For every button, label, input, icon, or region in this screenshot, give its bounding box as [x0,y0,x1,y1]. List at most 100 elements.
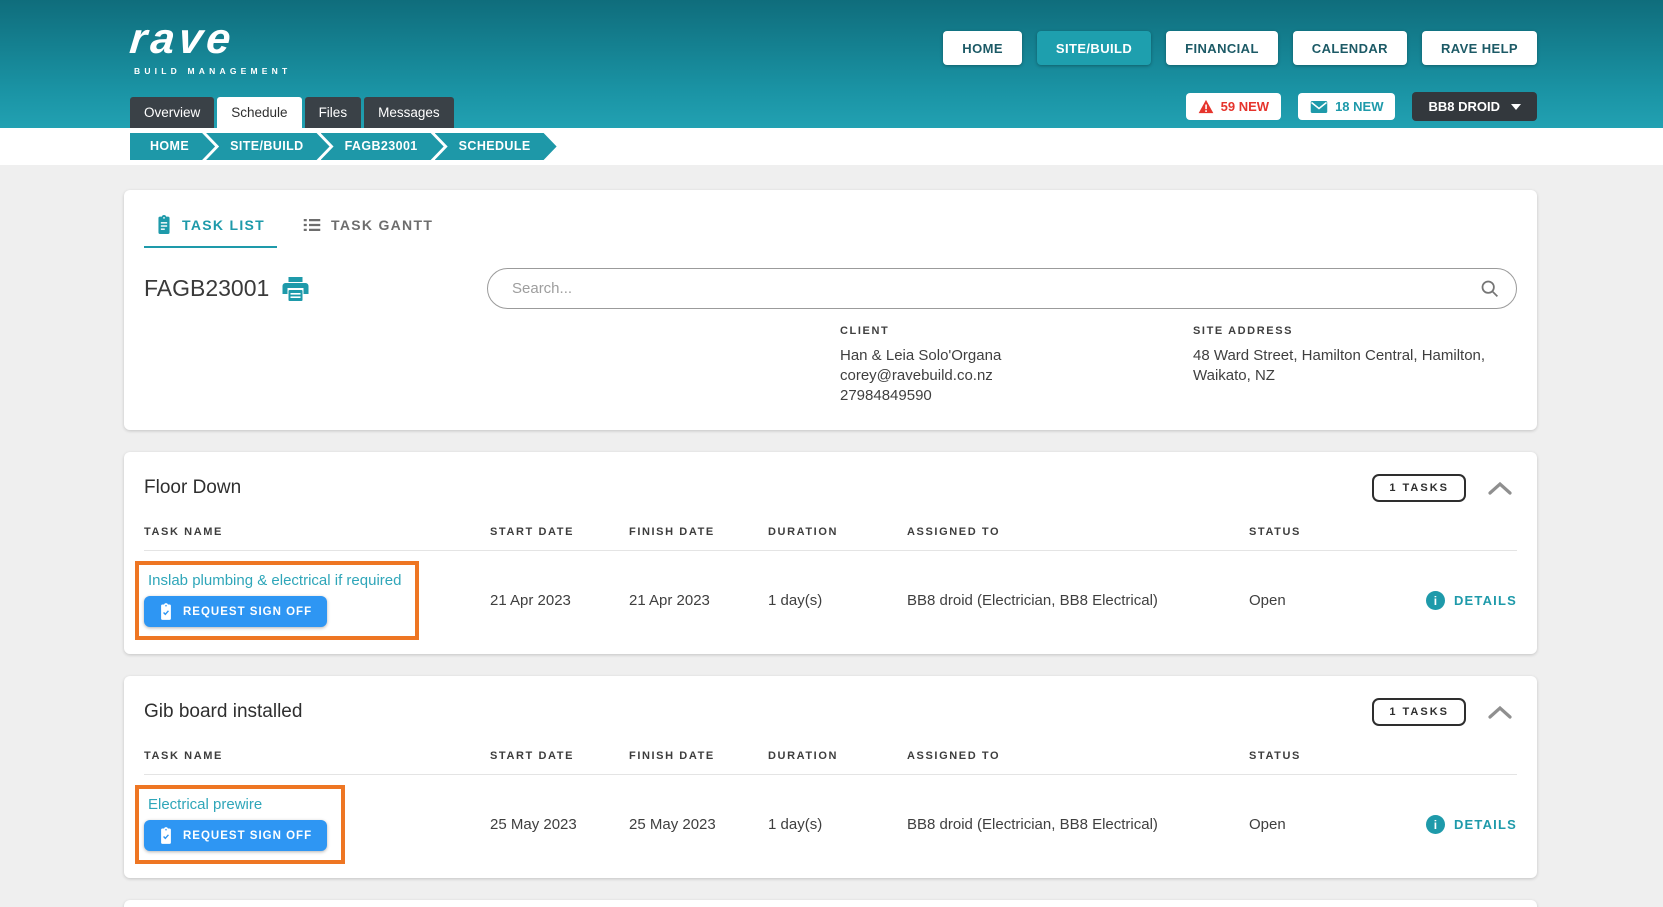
section-header: Maintenance 1 TASKS [144,900,1517,907]
nav-site-build-button[interactable]: SITE/BUILD [1036,31,1152,65]
alerts-badge-label: 59 NEW [1220,99,1270,114]
finish-date-cell: 21 Apr 2023 [629,592,710,609]
col-start-date: START DATE [490,750,575,762]
assigned-to-cell: BB8 droid (Electrician, BB8 Electrical) [907,816,1158,833]
site-address-line1: 48 Ward Street, Hamilton Central, Hamilt… [1193,347,1486,364]
col-duration: DURATION [768,750,839,762]
start-date-cell: 25 May 2023 [490,816,577,833]
col-assigned-to: ASSIGNED TO [907,750,1001,762]
duration-cell: 1 day(s) [768,592,823,609]
caret-down-icon [1511,103,1521,110]
details-link[interactable]: i DETAILS [1347,591,1517,610]
highlight-box: Inslab plumbing & electrical if required… [135,561,420,640]
col-status: STATUS [1249,526,1301,538]
table-header-row: TASK NAME START DATE FINISH DATE DURATIO… [144,526,1517,551]
duration-cell: 1 day(s) [768,816,823,833]
search-container [487,268,1517,309]
primary-nav: HOME SITE/BUILD FINANCIAL CALENDAR RAVE … [943,31,1537,65]
assigned-to-cell: BB8 droid (Electrician, BB8 Electrical) [907,592,1158,609]
client-phone: 27984849590 [840,387,932,404]
rave-logo: rave BUILD MANAGEMENT [127,15,292,76]
chevron-up-icon[interactable] [1488,705,1512,719]
breadcrumb-schedule[interactable]: SCHEDULE [435,133,557,160]
status-cell: Open [1249,816,1286,833]
rave-logo-subtitle: BUILD MANAGEMENT [134,66,292,76]
tab-overview[interactable]: Overview [130,97,215,128]
envelope-icon [1310,100,1328,114]
clipboard-check-icon [159,603,173,620]
project-info: CLIENT Han & Leia Solo'Organa corey@rave… [144,325,1517,406]
section-title: Gib board installed [144,701,303,722]
tab-files[interactable]: Files [304,97,362,128]
chevron-up-icon[interactable] [1488,481,1512,495]
site-address-info: SITE ADDRESS 48 Ward Street, Hamilton Ce… [1193,325,1485,406]
header-badges: 59 NEW 18 NEW BB8 DROID [1185,92,1537,121]
section-header: Gib board installed 1 TASKS [144,676,1517,726]
col-actions [1347,526,1517,538]
details-link[interactable]: i DETAILS [1347,815,1517,834]
nav-financial-button[interactable]: FINANCIAL [1166,31,1278,65]
col-finish-date: FINISH DATE [629,526,715,538]
breadcrumb: HOME SITE/BUILD FAGB23001 SCHEDULE [0,128,1663,165]
nav-home-button[interactable]: HOME [943,31,1022,65]
section-title: Floor Down [144,477,242,498]
tab-task-list-label: TASK LIST [182,216,265,233]
warning-triangle-icon [1198,99,1214,114]
search-input[interactable] [487,268,1517,309]
highlight-box: Electrical prewire REQUEST SIGN OFF [135,785,346,864]
tab-messages[interactable]: Messages [364,97,454,128]
tab-task-gantt-label: TASK GANTT [331,216,434,233]
app-header: rave BUILD MANAGEMENT HOME SITE/BUILD FI… [0,0,1663,128]
request-sign-off-label: REQUEST SIGN OFF [183,605,313,618]
nav-calendar-button[interactable]: CALENDAR [1292,31,1407,65]
section-floor-down: Floor Down 1 TASKS TASK NAME START DATE … [124,452,1537,654]
section-maintenance: Maintenance 1 TASKS [124,900,1537,907]
request-sign-off-button[interactable]: REQUEST SIGN OFF [144,820,328,851]
project-tabs: Overview Schedule Files Messages [130,97,454,128]
task-name-link[interactable]: Inslab plumbing & electrical if required [148,572,402,589]
client-info: CLIENT Han & Leia Solo'Organa corey@rave… [840,325,1193,406]
main-content: TASK LIST TASK GANTT FAGB23001 [124,190,1537,907]
col-finish-date: FINISH DATE [629,750,715,762]
tab-schedule[interactable]: Schedule [217,97,302,128]
tasks-count-badge: 1 TASKS [1372,474,1466,502]
site-address-heading: SITE ADDRESS [1193,325,1294,337]
task-name-cell: Inslab plumbing & electrical if required… [135,561,490,640]
table-row: Electrical prewire REQUEST SIGN OFF 25 M… [135,775,1517,878]
breadcrumb-site-build[interactable]: SITE/BUILD [206,133,329,160]
col-task-name: TASK NAME [144,750,223,762]
task-name-cell: Electrical prewire REQUEST SIGN OFF [135,785,490,864]
col-assigned-to: ASSIGNED TO [907,526,1001,538]
tab-task-gantt[interactable]: TASK GANTT [291,202,445,248]
info-icon: i [1425,591,1445,610]
user-menu-label: BB8 DROID [1428,99,1500,114]
rave-logo-text: rave [127,15,238,63]
request-sign-off-button[interactable]: REQUEST SIGN OFF [144,596,328,627]
client-email: corey@ravebuild.co.nz [840,367,993,384]
details-label: DETAILS [1453,593,1517,608]
print-icon[interactable] [282,276,309,301]
request-sign-off-label: REQUEST SIGN OFF [183,829,313,842]
nav-rave-help-button[interactable]: RAVE HELP [1421,31,1537,65]
clipboard-check-icon [159,827,173,844]
client-heading: CLIENT [840,325,890,337]
breadcrumb-home[interactable]: HOME [130,133,215,160]
page-title: FAGB23001 [144,275,270,301]
client-name: Han & Leia Solo'Organa [840,347,1002,364]
col-status: STATUS [1249,750,1301,762]
project-overview-card: TASK LIST TASK GANTT FAGB23001 [124,190,1537,430]
table-header-row: TASK NAME START DATE FINISH DATE DURATIO… [144,750,1517,775]
tab-task-list[interactable]: TASK LIST [144,202,277,248]
messages-badge[interactable]: 18 NEW [1298,93,1396,120]
breadcrumb-project[interactable]: FAGB23001 [321,133,444,160]
col-task-name: TASK NAME [144,526,223,538]
clipboard-icon [156,215,172,234]
status-cell: Open [1249,592,1286,609]
list-icon [303,217,321,233]
section-gib-board: Gib board installed 1 TASKS TASK NAME ST… [124,676,1537,878]
title-row: FAGB23001 [144,268,1517,309]
alerts-badge[interactable]: 59 NEW [1185,93,1282,120]
task-name-link[interactable]: Electrical prewire [148,796,263,813]
user-menu[interactable]: BB8 DROID [1412,92,1537,121]
section-header: Floor Down 1 TASKS [144,452,1517,502]
